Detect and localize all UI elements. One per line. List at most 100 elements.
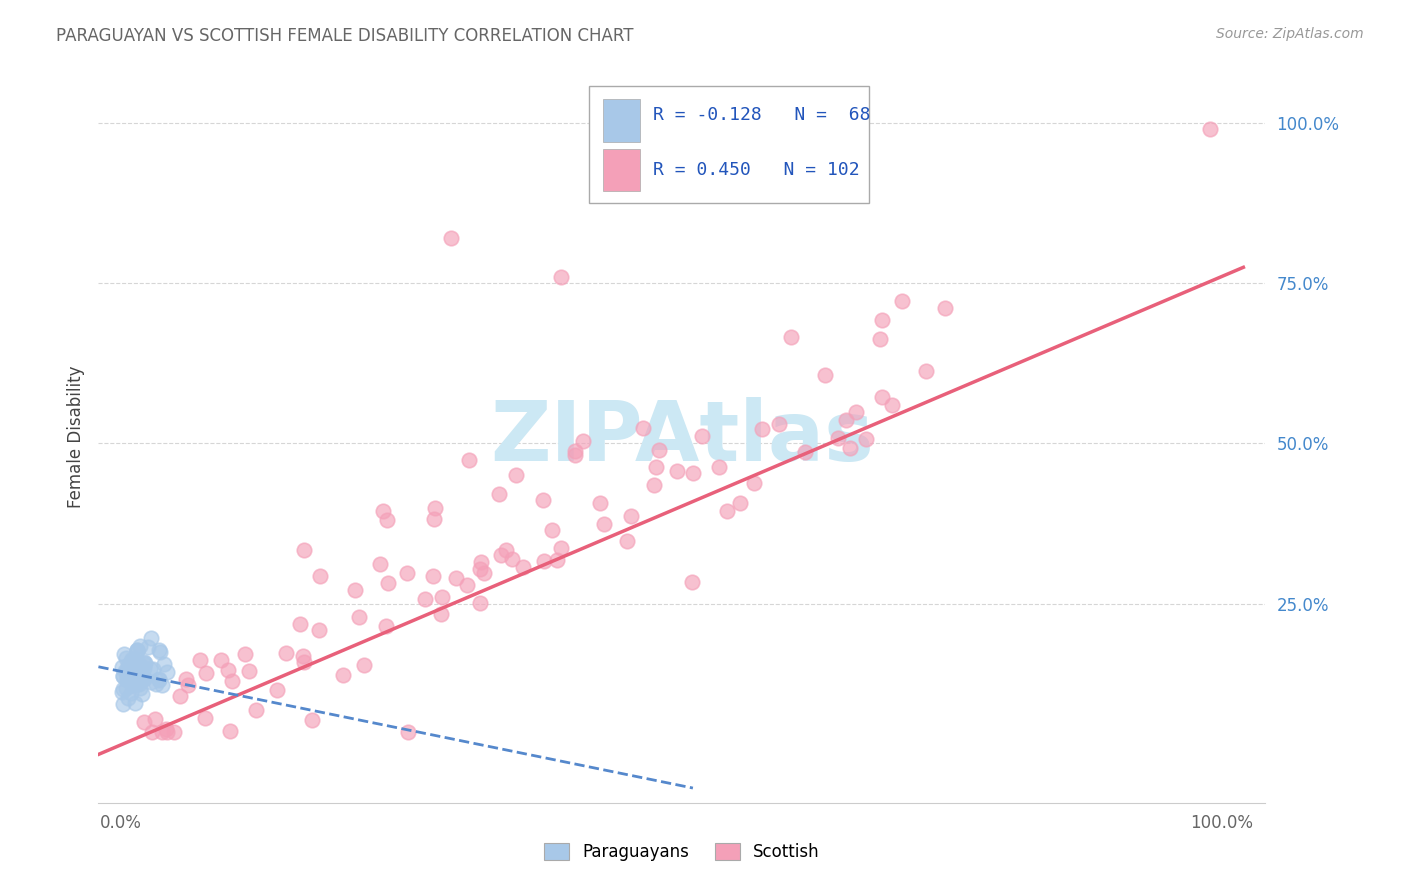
Point <box>645 460 668 475</box>
Point <box>550 541 572 556</box>
Point <box>682 466 704 480</box>
Point <box>132 661 155 675</box>
Point <box>444 571 467 585</box>
Point <box>780 330 803 344</box>
Point <box>209 653 232 667</box>
Point <box>148 643 170 657</box>
FancyBboxPatch shape <box>589 86 869 203</box>
Point <box>288 616 311 631</box>
Point <box>115 673 138 687</box>
Point <box>114 681 136 696</box>
Point <box>156 725 179 739</box>
Point <box>112 697 135 711</box>
Point <box>125 643 148 657</box>
Point <box>377 576 399 591</box>
Point <box>118 663 141 677</box>
Point <box>751 422 773 436</box>
Point <box>550 269 572 284</box>
Point <box>125 644 148 658</box>
Point <box>149 644 172 658</box>
Point <box>546 552 568 566</box>
Point <box>148 673 170 687</box>
Point <box>139 632 162 646</box>
Point <box>375 513 398 527</box>
Point <box>470 596 492 610</box>
Point <box>145 676 167 690</box>
Point <box>742 475 765 490</box>
Point <box>533 492 555 507</box>
Point <box>456 577 478 591</box>
Point <box>115 650 138 665</box>
Point <box>472 566 495 580</box>
Point <box>111 669 134 683</box>
Point <box>914 364 936 378</box>
Point <box>505 467 527 482</box>
Point <box>217 663 239 677</box>
Point <box>122 653 145 667</box>
Point <box>423 512 446 526</box>
Point <box>139 675 162 690</box>
Text: R = 0.450   N = 102: R = 0.450 N = 102 <box>652 161 859 178</box>
Point <box>121 665 143 679</box>
Point <box>117 658 139 673</box>
Point <box>592 517 614 532</box>
Text: Source: ZipAtlas.com: Source: ZipAtlas.com <box>1216 27 1364 41</box>
Point <box>118 671 141 685</box>
Point <box>121 652 143 666</box>
Point <box>132 714 155 729</box>
Point <box>150 725 173 739</box>
Point <box>835 413 858 427</box>
Point <box>122 661 145 675</box>
Point <box>152 657 174 671</box>
Point <box>125 667 148 681</box>
Point <box>468 561 491 575</box>
Point <box>266 682 288 697</box>
Point <box>430 607 453 622</box>
Point <box>589 495 612 509</box>
Point <box>666 464 689 478</box>
Point <box>308 623 330 637</box>
Point <box>188 653 211 667</box>
Point <box>855 432 877 446</box>
Point <box>127 673 149 688</box>
Point <box>221 674 243 689</box>
Point <box>564 443 586 458</box>
Point <box>120 654 142 668</box>
Point <box>616 533 638 548</box>
Point <box>425 500 447 515</box>
Point <box>131 672 153 686</box>
Point <box>150 678 173 692</box>
Point <box>814 368 837 382</box>
Point <box>396 566 419 581</box>
Point <box>125 659 148 673</box>
Point <box>343 582 366 597</box>
Point <box>136 640 159 654</box>
Point <box>115 671 138 685</box>
Point <box>124 696 146 710</box>
Point <box>195 665 218 680</box>
Point <box>124 657 146 672</box>
Point <box>110 659 132 673</box>
Point <box>422 569 444 583</box>
Point <box>134 671 156 685</box>
Point <box>292 656 315 670</box>
Point <box>238 664 260 678</box>
Point <box>371 504 394 518</box>
Point <box>827 431 849 445</box>
Legend: Paraguayans, Scottish: Paraguayans, Scottish <box>537 836 827 868</box>
Point <box>488 487 510 501</box>
Point <box>872 313 894 327</box>
Point <box>845 405 868 419</box>
Point <box>375 619 398 633</box>
Y-axis label: Female Disability: Female Disability <box>66 366 84 508</box>
Point <box>112 647 135 661</box>
Point <box>631 421 654 435</box>
Point <box>121 676 143 690</box>
Point <box>690 429 713 443</box>
Point <box>709 460 731 475</box>
Point <box>219 723 242 738</box>
Point <box>117 690 139 705</box>
Point <box>470 556 492 570</box>
Point <box>132 655 155 669</box>
Point <box>934 301 956 315</box>
